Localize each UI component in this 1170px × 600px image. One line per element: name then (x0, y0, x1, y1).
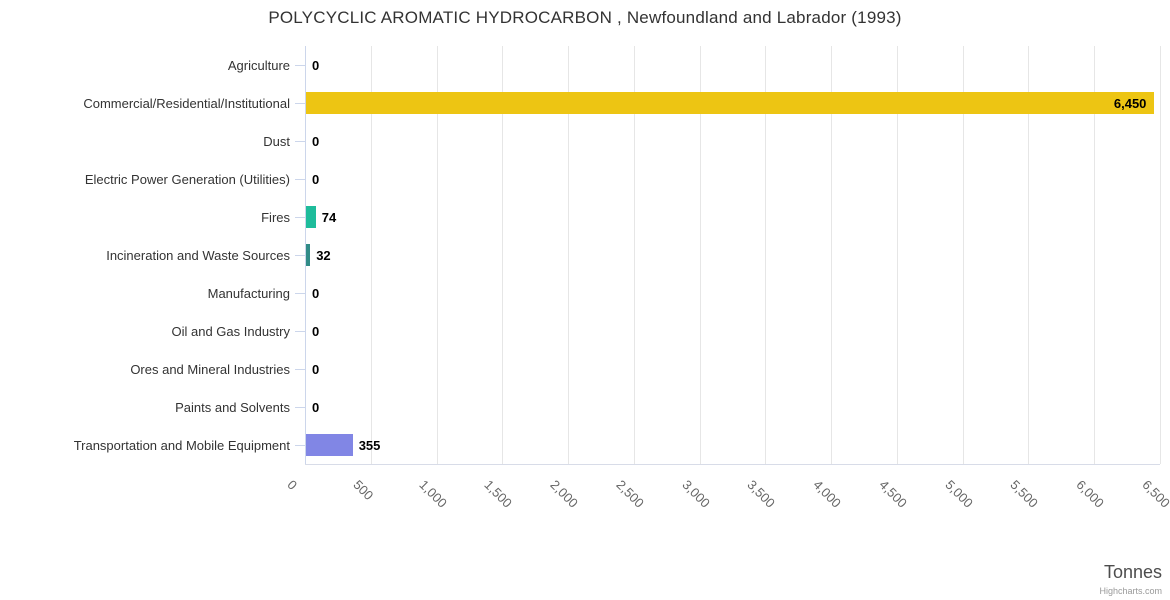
category-tick-mark (295, 255, 305, 256)
grid-line (962, 46, 964, 464)
bar[interactable] (306, 206, 316, 228)
category-tick-mark (295, 179, 305, 180)
grid-line (699, 46, 701, 464)
x-axis-title: Tonnes (1103, 562, 1162, 582)
x-axis-tick-label: 2,000 (547, 477, 582, 511)
category-tick-mark (295, 65, 305, 66)
category-label: Agriculture (227, 58, 290, 73)
value-label: 6,450 (1113, 96, 1147, 111)
grid-line (765, 46, 767, 464)
category-label: Fires (261, 210, 290, 225)
grid-line (436, 46, 438, 464)
category-label: Electric Power Generation (Utilities) (84, 172, 290, 187)
grid-line (502, 46, 504, 464)
grid-line (896, 46, 898, 464)
bar[interactable] (306, 244, 311, 266)
category-tick-mark (295, 445, 305, 446)
bar[interactable] (306, 434, 353, 456)
value-label: 0 (312, 324, 320, 339)
category-label: Commercial/Residential/Institutional (83, 96, 290, 111)
category-tick-mark (295, 369, 305, 370)
category-tick-mark (295, 217, 305, 218)
value-label: 0 (312, 286, 320, 301)
category-label: Ores and Mineral Industries (130, 362, 290, 377)
value-label: 0 (312, 58, 320, 73)
grid-line (633, 46, 635, 464)
category-label: Transportation and Mobile Equipment (73, 438, 290, 453)
category-tick-mark (295, 141, 305, 142)
grid-line (1094, 46, 1096, 464)
grid-line (568, 46, 570, 464)
value-label: 32 (316, 248, 331, 263)
grid-line (1160, 46, 1161, 464)
highcharts-credits-link[interactable]: Highcharts.com (1099, 586, 1162, 596)
x-axis-tick-label: 3,500 (744, 477, 779, 511)
x-axis-tick-label: 1,000 (415, 477, 450, 511)
value-label: 355 (358, 438, 381, 453)
category-label: Paints and Solvents (175, 400, 290, 415)
x-axis-tick-label: 6,500 (1139, 477, 1170, 511)
grid-line (831, 46, 833, 464)
category-label: Oil and Gas Industry (171, 324, 291, 339)
value-label: 0 (312, 134, 320, 149)
x-axis-tick-label: 6,000 (1073, 477, 1108, 511)
value-label: 0 (312, 400, 320, 415)
category-label: Dust (263, 134, 290, 149)
category-tick-mark (295, 103, 305, 104)
value-label: 0 (312, 362, 320, 377)
x-axis-tick-label: 500 (350, 477, 377, 503)
x-axis-tick-label: 5,000 (942, 477, 976, 511)
category-label: Manufacturing (207, 286, 290, 301)
grid-line (370, 46, 372, 464)
x-axis-tick-label: 3,000 (679, 477, 713, 511)
category-tick-mark (295, 407, 305, 408)
category-label: Incineration and Waste Sources (106, 248, 290, 263)
chart-title: POLYCYCLIC AROMATIC HYDROCARBON , Newfou… (268, 8, 902, 27)
category-tick-mark (295, 293, 305, 294)
category-tick-mark (295, 331, 305, 332)
x-axis-tick-label: 1,500 (481, 477, 516, 511)
x-axis-line (305, 464, 1160, 465)
x-axis-tick-label: 2,500 (613, 477, 647, 511)
value-label: 0 (312, 172, 320, 187)
value-label: 74 (321, 210, 337, 225)
y-axis-line (305, 46, 306, 464)
x-axis-tick-label: 5,500 (1007, 477, 1042, 511)
x-axis-tick-label: 4,500 (876, 477, 910, 511)
x-axis-tick-label: 4,000 (810, 477, 845, 511)
bar[interactable] (306, 92, 1155, 114)
grid-line (1028, 46, 1030, 464)
x-axis-tick-label: 0 (284, 477, 301, 493)
